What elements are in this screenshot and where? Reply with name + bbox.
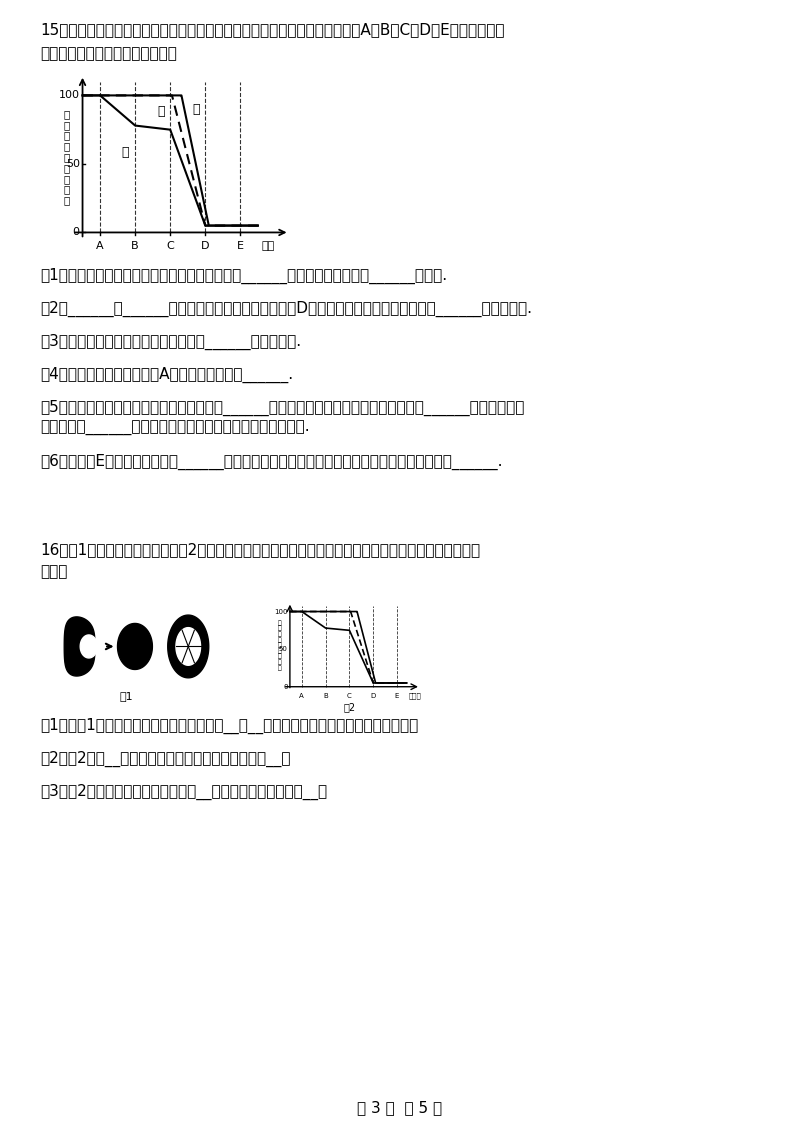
Text: （3）吸收营养物质的主要部位是图中的______所示的部位.: （3）吸收营养物质的主要部位是图中的______所示的部位. [40,334,301,350]
Text: 第 3 页  共 5 页: 第 3 页 共 5 页 [358,1100,442,1115]
Text: （4）食物成分甲的一部分在A处能初步消化变成______.: （4）食物成分甲的一部分在A处能初步消化变成______. [40,367,293,384]
Text: （2）______、______和肠腺分泌的消化液都进入器官D中，其中不含消化酶的消化液是______分泌的胆汁.: （2）______、______和肠腺分泌的消化液都进入器官D中，其中不含消化酶… [40,301,532,317]
Text: 未
被
消
化
的
营
养
物
质: 未 被 消 化 的 营 养 物 质 [278,620,281,670]
Text: （1）从图1可以看出，小肠的内表面有许多__和__，大大增加了小肠消化和吸收的面积。: （1）从图1可以看出，小肠的内表面有许多__和__，大大增加了小肠消化和吸收的面… [40,718,418,735]
Text: 50: 50 [66,158,80,169]
Text: 丙: 丙 [193,103,200,115]
Polygon shape [118,624,152,669]
Polygon shape [176,627,201,666]
Text: D: D [201,241,210,250]
Polygon shape [64,617,95,676]
Text: 消化道: 消化道 [409,693,422,700]
Text: 图1: 图1 [120,691,134,701]
Text: （5）从图中可以看出，淀粉的初步是从图中______处开始的；蛋白质的初步消化是从图中______处开始的；食: （5）从图中可以看出，淀粉的初步是从图中______处开始的；蛋白质的初步消化是… [40,400,524,417]
Text: 乙: 乙 [158,105,166,119]
Polygon shape [80,635,98,658]
Text: 的排列顺序，据图回答有关问题：: 的排列顺序，据图回答有关问题： [40,46,177,61]
Text: B: B [131,241,139,250]
Text: A: A [299,693,304,698]
Text: 15．如图是食物进入人体消化道时，淀粉、蛋白质、脂肪被消化的程度，字母A、B、C、D、E代表消化器官: 15．如图是食物进入人体消化道时，淀粉、蛋白质、脂肪被消化的程度，字母A、B、C… [40,22,505,37]
Text: 50: 50 [278,646,287,652]
Polygon shape [168,615,209,678]
Text: （2）图2中的__段表示小肠，小肠内含有的消化液有__。: （2）图2中的__段表示小肠，小肠内含有的消化液有__。 [40,751,290,767]
Text: 0: 0 [73,228,80,238]
Text: 问题：: 问题： [40,564,67,578]
Text: E: E [395,693,399,698]
Text: E: E [237,241,244,250]
Text: C: C [166,241,174,250]
Text: （3）图2中，表示淀粉消化的曲线是__，其彻底消化的产物是__。: （3）图2中，表示淀粉消化的曲线是__，其彻底消化的产物是__。 [40,784,327,800]
Text: D: D [370,693,376,698]
Text: 肛门: 肛门 [262,241,274,250]
Text: 甲: 甲 [121,146,128,160]
Text: （1）若曲线甲代表的是淀粉的消化，乙代表的是______的消化，丙代表的是______的消化.: （1）若曲线甲代表的是淀粉的消化，乙代表的是______的消化，丙代表的是___… [40,268,447,284]
Text: C: C [347,693,352,698]
Text: 100: 100 [58,91,80,101]
Text: A: A [96,241,104,250]
Text: （6）图中的E代表的器官名称是______，它与小肠相比较，该器官的内表面上只有皱襞，而没有______.: （6）图中的E代表的器官名称是______，它与小肠相比较，该器官的内表面上只有… [40,454,502,470]
Text: 未
被
消
化
的
营
养
物
质: 未 被 消 化 的 营 养 物 质 [64,109,70,205]
Text: 16．图1是小肠的结构示意图，图2是淀粉、蛋白质和脂肪在消化道中的消化过程曲线图，请据图回答下列: 16．图1是小肠的结构示意图，图2是淀粉、蛋白质和脂肪在消化道中的消化过程曲线图… [40,542,480,557]
Text: 物在图中的______处，最终都分解成能被人体吸收的营养物质.: 物在图中的______处，最终都分解成能被人体吸收的营养物质. [40,421,310,436]
Text: B: B [323,693,328,698]
Text: 图2: 图2 [343,702,355,712]
Text: 100: 100 [274,609,287,615]
Text: 0: 0 [283,684,287,689]
